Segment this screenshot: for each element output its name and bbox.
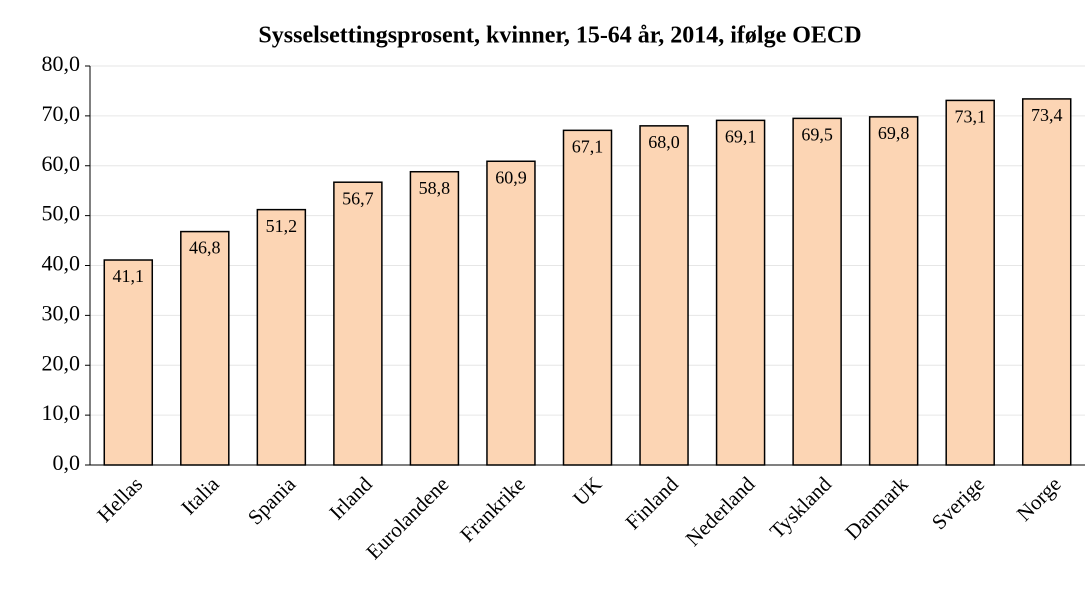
- x-tick-label: Sverige: [927, 472, 989, 534]
- y-tick-label: 50,0: [42, 201, 81, 226]
- data-label: 46,8: [189, 238, 221, 258]
- bar: [333, 181, 383, 466]
- data-label: 69,1: [725, 126, 757, 146]
- x-tick-label: Tyskland: [765, 472, 837, 544]
- bar: [180, 230, 230, 466]
- y-tick-label: 40,0: [42, 251, 81, 276]
- data-label: 69,5: [801, 124, 833, 144]
- x-tick-label: Nederland: [681, 472, 760, 551]
- data-label: 69,8: [878, 123, 910, 143]
- x-tick-label: Frankrike: [455, 472, 530, 547]
- x-tick-label: Spania: [243, 471, 301, 529]
- y-tick-label: 60,0: [42, 151, 81, 176]
- bar: [1021, 98, 1072, 466]
- y-tick-label: 0,0: [53, 450, 81, 475]
- y-tick-label: 30,0: [42, 300, 81, 325]
- x-tick-label: Italia: [176, 471, 224, 519]
- chart-title: Sysselsettingsprosent, kvinner, 15-64 år…: [258, 23, 861, 49]
- x-tick-label: Irland: [324, 472, 377, 525]
- bar: [945, 99, 995, 466]
- bar: [639, 125, 689, 466]
- x-tick-label: Hellas: [92, 472, 147, 527]
- bar: [868, 116, 919, 466]
- x-tick-label: Finland: [621, 472, 684, 535]
- x-tick-label: UK: [568, 472, 606, 510]
- data-label: 51,2: [266, 216, 298, 236]
- data-label: 60,9: [495, 167, 527, 187]
- bar: [486, 160, 536, 466]
- bar: [103, 259, 154, 466]
- data-label: 56,7: [342, 188, 374, 208]
- bar: [409, 170, 460, 466]
- bar: [792, 117, 842, 466]
- y-tick-label: 80,0: [42, 51, 81, 76]
- bar: [256, 208, 307, 466]
- data-label: 41,1: [113, 266, 145, 286]
- data-label: 73,4: [1031, 105, 1063, 125]
- data-label: 73,1: [954, 107, 986, 127]
- data-label: 58,8: [419, 178, 451, 198]
- x-tick-label: Danmark: [840, 472, 913, 545]
- y-tick-label: 10,0: [42, 400, 81, 425]
- x-tick-label: Norge: [1012, 472, 1066, 526]
- bar: [562, 129, 613, 466]
- bar: [715, 119, 766, 466]
- y-tick-label: 70,0: [42, 101, 81, 126]
- x-tick-label: Eurolandene: [361, 472, 453, 564]
- data-label: 67,1: [572, 136, 604, 156]
- y-tick-label: 20,0: [42, 350, 81, 375]
- data-label: 68,0: [648, 132, 680, 152]
